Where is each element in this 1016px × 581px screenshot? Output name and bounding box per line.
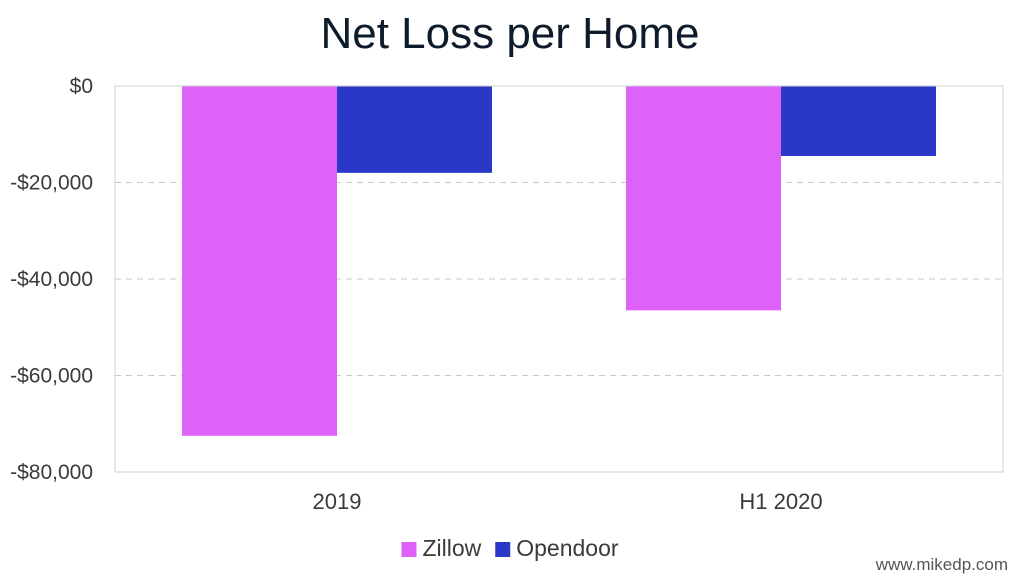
bar-zillow-h1-2020 [626,86,781,311]
legend-swatch [495,542,511,557]
bars [182,86,936,436]
chart-title: Net Loss per Home [320,9,699,58]
bar-opendoor-h1-2020 [781,86,936,156]
y-tick-label: -$40,000 [10,268,93,291]
watermark-text: www.mikedp.com [875,555,1008,574]
y-tick-label: -$80,000 [10,461,93,484]
y-tick-label: $0 [70,75,93,98]
y-tick-label: -$20,000 [10,172,93,195]
x-category-label: H1 2020 [739,489,822,514]
plot-area-border [114,85,1004,473]
axes: $0 -$20,000 -$40,000 -$60,000 -$80,000 2019 H1… [10,75,1004,514]
legend: Zillow Opendoor [401,535,619,561]
bar-opendoor-2019 [337,86,492,173]
legend-label: Zillow [422,535,481,561]
x-category-label: 2019 [313,489,362,514]
y-tick-label: -$60,000 [10,365,93,388]
legend-label: Opendoor [516,535,619,561]
bar-zillow-2019 [182,86,337,436]
legend-swatch [401,542,417,557]
